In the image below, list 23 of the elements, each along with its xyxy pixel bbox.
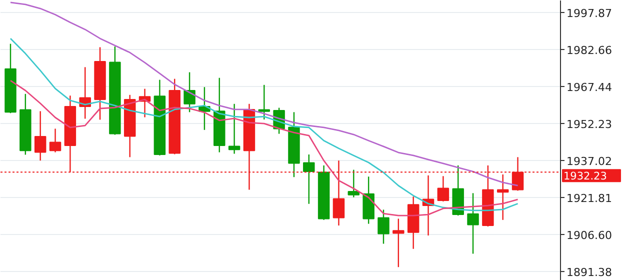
line-series <box>10 80 518 216</box>
candlestick <box>258 84 270 120</box>
y-tick-label: 1952.23 <box>566 118 612 132</box>
candlestick <box>34 110 46 162</box>
y-tick-label: 1982.66 <box>566 44 612 57</box>
candlestick <box>228 103 240 154</box>
candlestick <box>303 154 315 204</box>
candlestick <box>437 176 450 202</box>
y-tick-label: 1891.38 <box>566 266 612 280</box>
candlestick <box>467 192 479 254</box>
candlestick <box>184 72 196 113</box>
candlestick <box>49 128 62 153</box>
candlestick <box>392 218 404 268</box>
ref-line-label: 1932.23 <box>564 170 607 183</box>
y-tick-label: 1997.87 <box>566 6 612 20</box>
y-tick-label: 1937.02 <box>566 155 612 168</box>
candlestick <box>378 209 390 244</box>
y-tick-label: 1921.81 <box>566 192 612 206</box>
candlestick <box>496 174 509 221</box>
line-series <box>10 38 518 212</box>
candlestick <box>348 169 360 198</box>
y-tick-label: 1906.60 <box>566 229 612 242</box>
y-tick-label: 1967.44 <box>566 81 612 94</box>
